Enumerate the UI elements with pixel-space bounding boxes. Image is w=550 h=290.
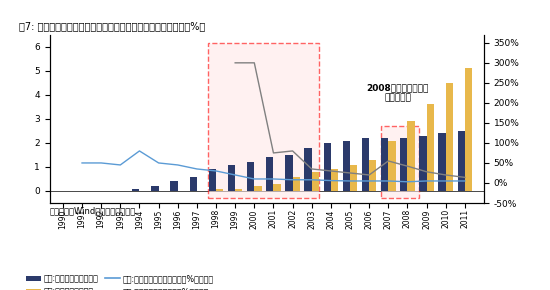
美国:互联网用户（同比增速，%，右轴） [251, 177, 257, 181]
中国:网民规模（同比增速，%，右轴） [232, 61, 239, 65]
Bar [350, 164, 358, 191]
Bar [235, 188, 243, 191]
Bar [458, 131, 465, 191]
美国:互联网用户（同比增速，%，右轴） [404, 180, 411, 184]
美国:互联网用户（同比增速，%，右轴） [270, 177, 277, 181]
中国:网民规模（同比增速，%，右轴） [270, 151, 277, 155]
美国:互联网用户（同比增速，%，右轴） [442, 179, 449, 183]
Bar [312, 172, 319, 191]
Bar [465, 68, 472, 191]
Bar [151, 186, 158, 191]
中国:网民规模（同比增速，%，右轴） [424, 170, 430, 173]
Bar [427, 104, 434, 191]
Bar [266, 157, 273, 191]
中国:网民规模（同比增速，%，右轴） [404, 164, 411, 168]
Bar [208, 43, 320, 198]
Bar [209, 169, 216, 191]
美国:互联网用户（同比增速，%，右轴） [155, 161, 162, 165]
Bar [381, 138, 388, 191]
美国:互联网用户（同比增速，%，右轴） [213, 169, 219, 173]
Bar [170, 181, 178, 191]
Text: 数据来源：Wind，东吴证券研究所: 数据来源：Wind，东吴证券研究所 [50, 206, 136, 215]
Bar [408, 121, 415, 191]
Bar [381, 126, 419, 198]
Line: 美国:互联网用户（同比增速，%，右轴）: 美国:互联网用户（同比增速，%，右轴） [82, 151, 465, 182]
美国:互联网用户（同比增速，%，右轴） [117, 163, 124, 167]
美国:互联网用户（同比增速，%，右轴） [385, 179, 392, 183]
Bar [369, 160, 376, 191]
Legend: 美国:互联网用户（亿人）, 中国:网民规模（亿人）, 美国:互联网用户（同比增速，%，右轴）, 中国:网民规模（同比增速，%，右轴）: 美国:互联网用户（亿人）, 中国:网民规模（亿人）, 美国:互联网用户（同比增速… [23, 271, 217, 290]
Bar [273, 184, 281, 191]
Text: 2008年，中国网民数
量超过美国: 2008年，中国网民数 量超过美国 [367, 83, 429, 102]
美国:互联网用户（同比增速，%，右轴） [289, 178, 296, 182]
Text: 图7: 中国互联网普及虽起步较晚、但追赶速度快（单位：亿人；%）: 图7: 中国互联网普及虽起步较晚、但追赶速度快（单位：亿人；%） [19, 21, 205, 31]
Bar [400, 138, 408, 191]
中国:网民规模（同比增速，%，右轴） [461, 176, 468, 179]
Bar [362, 138, 369, 191]
美国:互联网用户（同比增速，%，右轴） [346, 179, 353, 183]
Bar [343, 141, 350, 191]
美国:互联网用户（同比增速，%，右轴） [461, 179, 468, 183]
美国:互联网用户（同比增速，%，右轴） [136, 149, 143, 153]
Bar [323, 143, 331, 191]
Bar [285, 155, 293, 191]
美国:互联网用户（同比增速，%，右轴） [424, 179, 430, 183]
中国:网民规模（同比增速，%，右轴） [289, 149, 296, 153]
Bar [132, 188, 140, 191]
Bar [388, 141, 395, 191]
美国:互联网用户（同比增速，%，右轴） [174, 163, 181, 167]
美国:互联网用户（同比增速，%，右轴） [98, 161, 104, 165]
美国:互联网用户（同比增速，%，右轴） [328, 179, 334, 182]
Bar [419, 136, 427, 191]
美国:互联网用户（同比增速，%，右轴） [232, 173, 239, 177]
Bar [438, 133, 446, 191]
Bar [247, 162, 254, 191]
Bar [305, 148, 312, 191]
Bar [228, 164, 235, 191]
中国:网民规模（同比增速，%，右轴） [309, 167, 315, 171]
美国:互联网用户（同比增速，%，右轴） [79, 161, 85, 165]
Bar [190, 177, 197, 191]
Bar [254, 186, 262, 191]
美国:互联网用户（同比增速，%，右轴） [366, 179, 372, 183]
Bar [293, 177, 300, 191]
中国:网民规模（同比增速，%，右轴） [251, 61, 257, 65]
中国:网民规模（同比增速，%，右轴） [442, 173, 449, 177]
美国:互联网用户（同比增速，%，右轴） [309, 178, 315, 182]
美国:互联网用户（同比增速，%，右轴） [194, 167, 200, 171]
Bar [446, 83, 453, 191]
Line: 中国:网民规模（同比增速，%，右轴）: 中国:网民规模（同比增速，%，右轴） [235, 63, 465, 177]
中国:网民规模（同比增速，%，右轴） [366, 173, 372, 177]
Bar [216, 188, 223, 191]
中国:网民规模（同比增速，%，右轴） [346, 171, 353, 175]
中国:网民规模（同比增速，%，右轴） [385, 159, 392, 163]
Bar [331, 169, 338, 191]
